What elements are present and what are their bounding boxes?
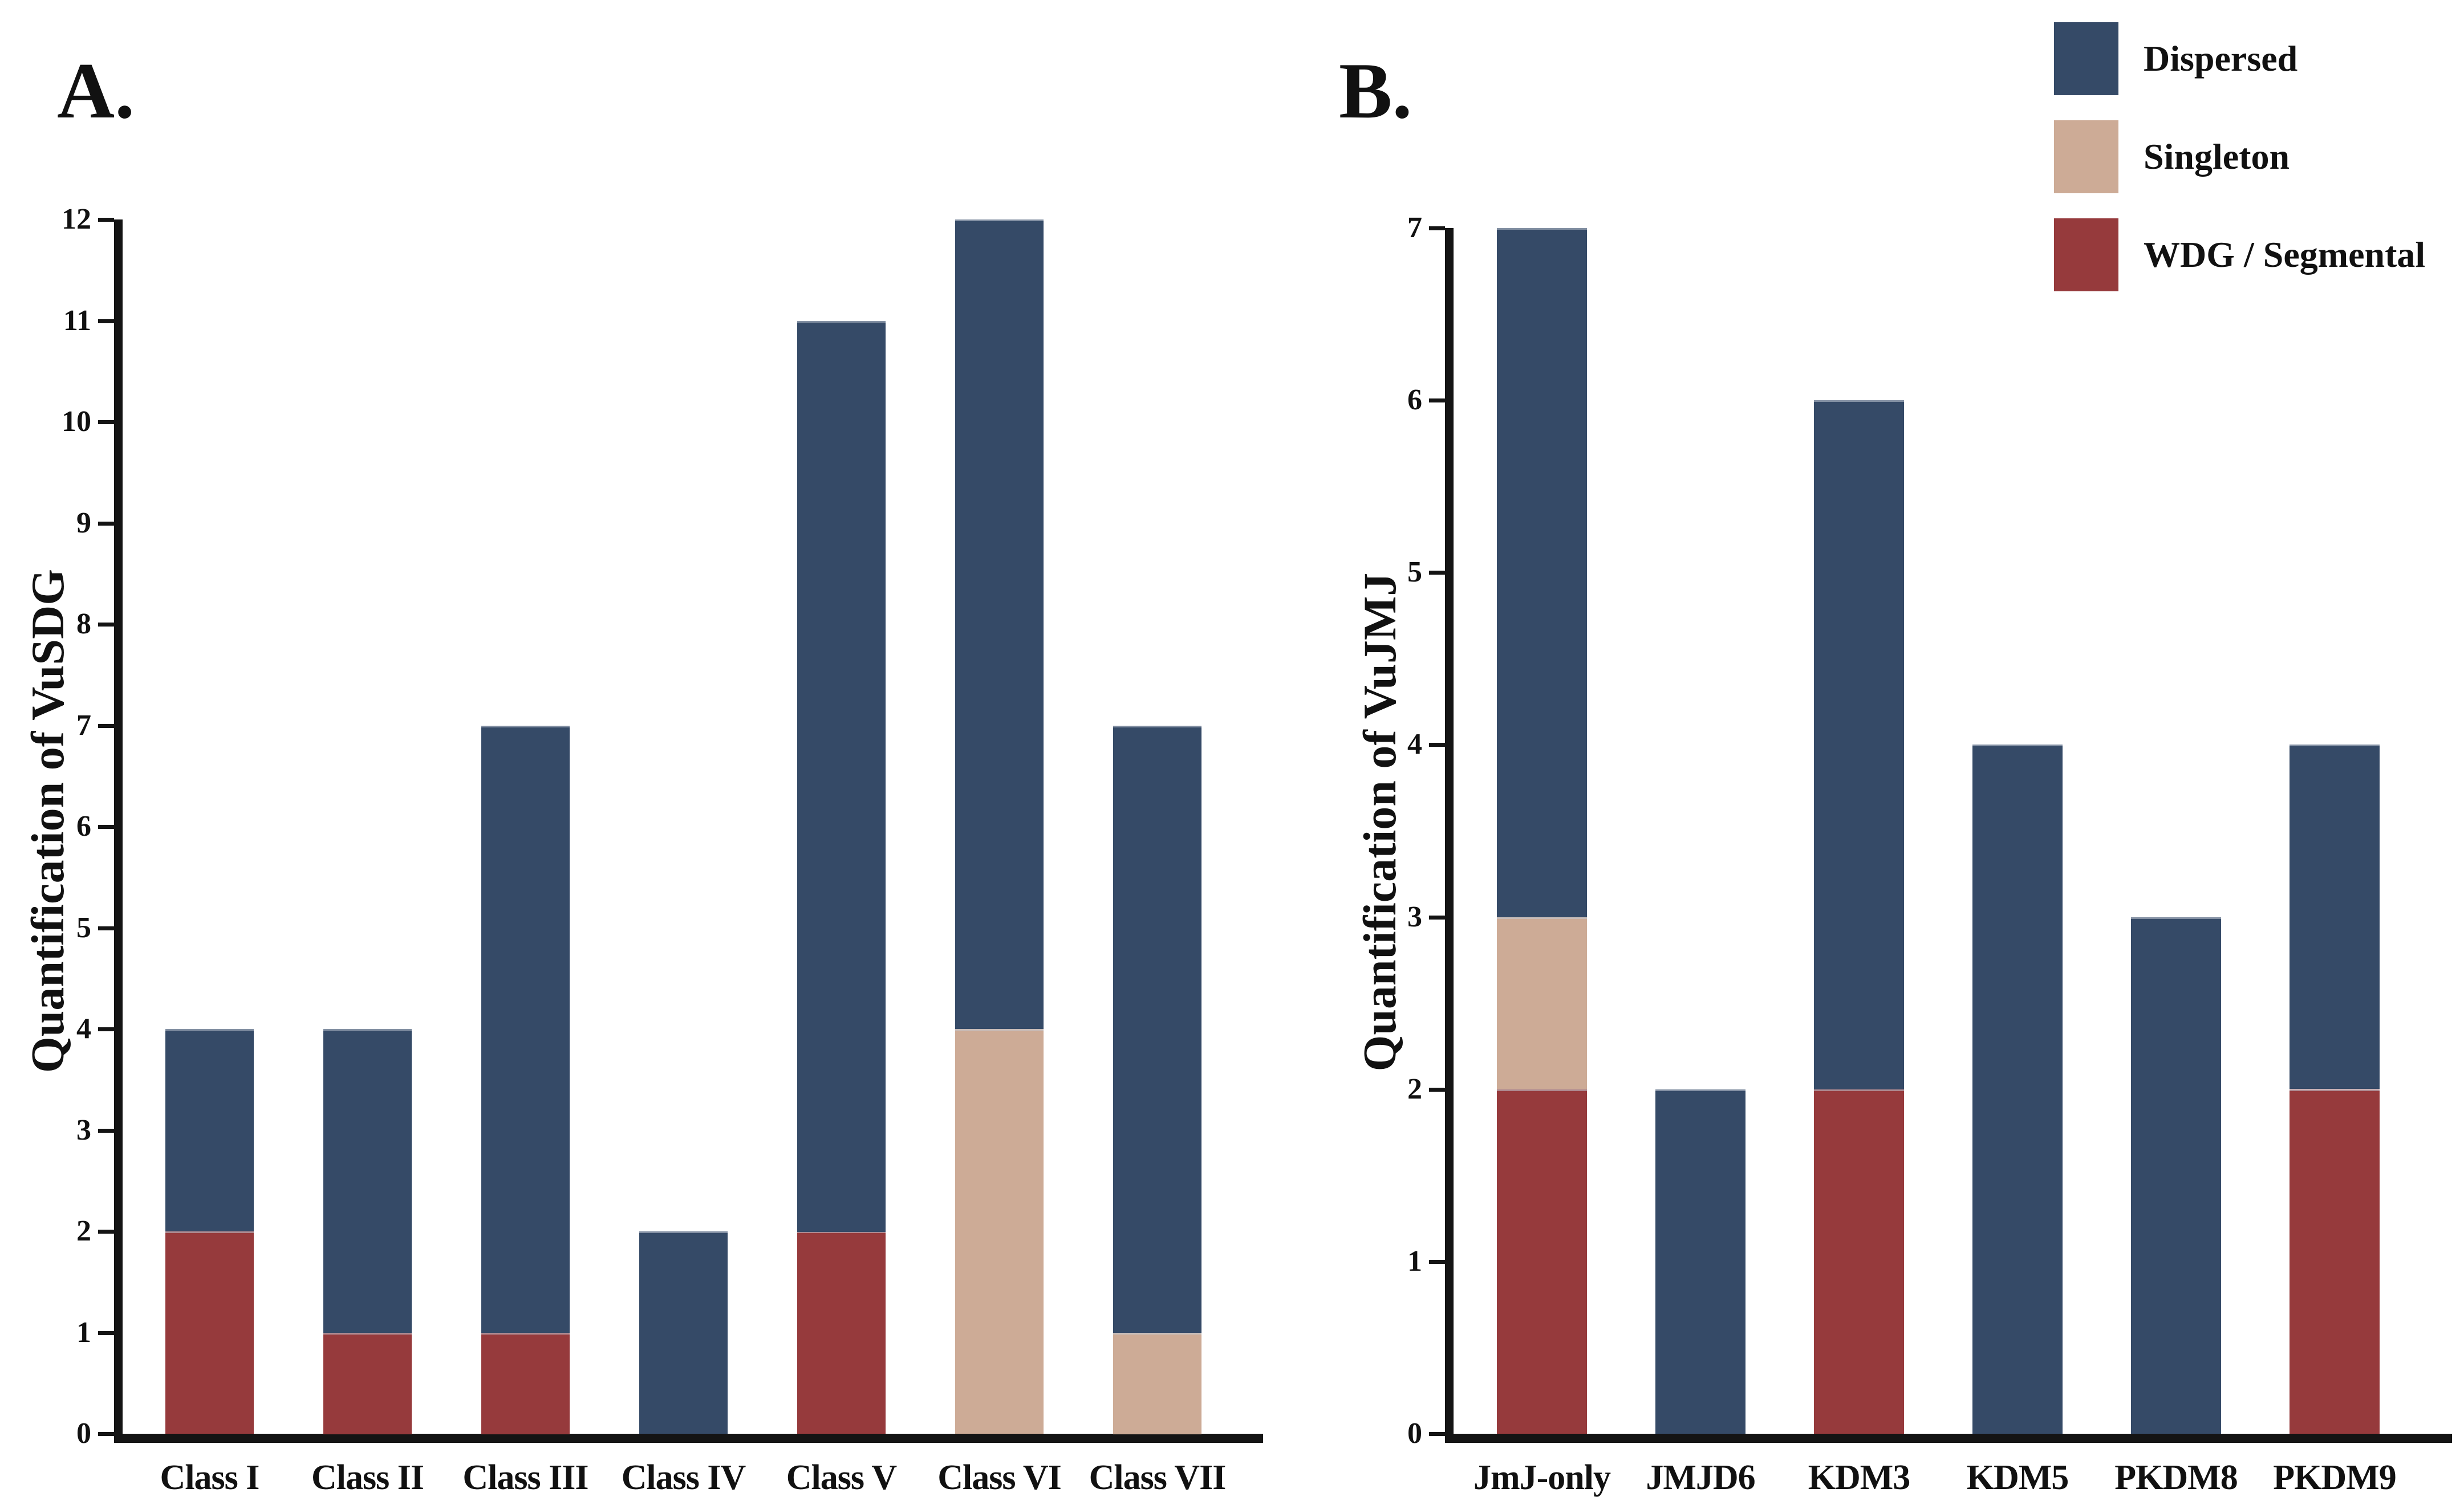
x-category-label-a: Class II [311, 1458, 424, 1497]
x-category-label-b: KDM3 [1808, 1458, 1911, 1497]
y-tick-a [98, 1432, 114, 1436]
y-tick-label-a: 11 [63, 304, 91, 337]
bar-segment-wdg-segmental [1814, 1089, 1904, 1434]
y-tick-label-a: 1 [76, 1316, 91, 1349]
x-axis-line-b [1445, 1434, 2452, 1443]
y-tick-b [1429, 1088, 1445, 1092]
y-tick-label-b: 7 [1407, 211, 1422, 244]
y-tick-a [98, 522, 114, 526]
bar-segment-dispersed [481, 726, 570, 1333]
bar-segment-dispersed [955, 219, 1044, 1029]
y-tick-label-b: 0 [1407, 1417, 1422, 1450]
x-category-label-a: Class IV [621, 1458, 746, 1497]
bar-segment-wdg-segmental [481, 1333, 570, 1434]
panel-label-a: A. [57, 47, 135, 135]
y-axis-line-b [1445, 228, 1454, 1443]
y-tick-a [98, 1027, 114, 1031]
legend-row: Dispersed [2054, 22, 2297, 96]
x-category-label-b: PKDM9 [2273, 1458, 2396, 1497]
y-axis-line-a [114, 219, 123, 1443]
y-tick-a [98, 218, 114, 222]
y-tick-label-a: 8 [76, 608, 91, 640]
legend-label: Singleton [2144, 136, 2290, 177]
bar-segment-wdg-segmental [1497, 1089, 1587, 1434]
x-category-label-a: Class VI [937, 1458, 1062, 1497]
y-tick-label-a: 9 [76, 507, 91, 539]
x-category-label-a: Class III [462, 1458, 588, 1497]
bar-segment-wdg-segmental [323, 1333, 412, 1434]
legend-swatch-wdg-segmental [2054, 218, 2118, 291]
bar-segment-dispersed [1972, 745, 2063, 1434]
y-tick-a [98, 319, 114, 323]
y-tick-label-b: 4 [1407, 728, 1422, 760]
y-tick-label-a: 7 [76, 709, 91, 742]
bar-segment-singleton [955, 1029, 1044, 1434]
y-tick-b [1429, 398, 1445, 402]
y-tick-label-a: 3 [76, 1114, 91, 1146]
x-category-label-a: Class I [160, 1458, 260, 1497]
y-axis-title-b: Quantification of VuJMJ [1354, 572, 1406, 1072]
y-tick-a [98, 1331, 114, 1335]
y-tick-b [1429, 916, 1445, 920]
y-tick-b [1429, 1260, 1445, 1264]
y-tick-a [98, 1129, 114, 1133]
bar-segment-dispersed [1814, 400, 1904, 1089]
bar-segment-wdg-segmental [2290, 1089, 2380, 1434]
y-tick-a [98, 1230, 114, 1234]
x-category-label-b: JmJ-only [1473, 1458, 1611, 1497]
legend-swatch-dispersed [2054, 22, 2118, 95]
bar-segment-dispersed [1113, 726, 1201, 1333]
y-tick-label-b: 5 [1407, 556, 1422, 588]
y-tick-label-a: 12 [62, 203, 91, 235]
y-tick-label-a: 4 [76, 1012, 91, 1045]
bar-segment-dispersed [165, 1029, 254, 1231]
y-tick-label-a: 6 [76, 810, 91, 843]
y-tick-a [98, 420, 114, 424]
bar-segment-dispersed [1655, 1089, 1745, 1434]
y-tick-b [1429, 226, 1445, 230]
bar-segment-dispersed [797, 321, 886, 1232]
legend-label: WDG / Segmental [2144, 234, 2426, 275]
y-tick-a [98, 623, 114, 627]
x-category-label-b: KDM5 [1966, 1458, 2069, 1497]
y-tick-label-b: 3 [1407, 901, 1422, 933]
bar-segment-dispersed [323, 1029, 412, 1333]
bar-segment-dispersed [1497, 228, 1587, 917]
bar-segment-dispersed [2290, 745, 2380, 1089]
y-tick-label-a: 0 [76, 1417, 91, 1450]
x-category-label-a: Class V [786, 1458, 897, 1497]
y-tick-label-b: 2 [1407, 1073, 1422, 1105]
bar-segment-singleton [1497, 917, 1587, 1089]
y-tick-a [98, 926, 114, 930]
y-tick-b [1429, 743, 1445, 747]
panel-label-b: B. [1339, 47, 1412, 135]
x-category-label-b: JMJD6 [1646, 1458, 1755, 1497]
bar-segment-singleton [1113, 1333, 1201, 1434]
y-tick-label-a: 5 [76, 912, 91, 944]
y-tick-label-a: 10 [62, 405, 91, 438]
x-category-label-a: Class VII [1089, 1458, 1227, 1497]
legend-swatch-singleton [2054, 120, 2118, 193]
legend-row: WDG / Segmental [2054, 218, 2425, 292]
y-tick-b [1429, 571, 1445, 575]
y-tick-a [98, 825, 114, 829]
x-axis-line-a [114, 1434, 1263, 1443]
y-tick-label-b: 6 [1407, 384, 1422, 416]
bar-segment-wdg-segmental [797, 1231, 886, 1434]
bar-segment-wdg-segmental [165, 1231, 254, 1434]
y-tick-a [98, 724, 114, 728]
bar-segment-dispersed [2131, 917, 2221, 1434]
bar-segment-dispersed [639, 1231, 728, 1434]
legend-row: Singleton [2054, 120, 2290, 194]
y-tick-label-a: 2 [76, 1215, 91, 1247]
y-tick-label-b: 1 [1407, 1245, 1422, 1278]
y-tick-b [1429, 1432, 1445, 1436]
legend-label: Dispersed [2144, 38, 2298, 79]
x-category-label-b: PKDM8 [2114, 1458, 2238, 1497]
